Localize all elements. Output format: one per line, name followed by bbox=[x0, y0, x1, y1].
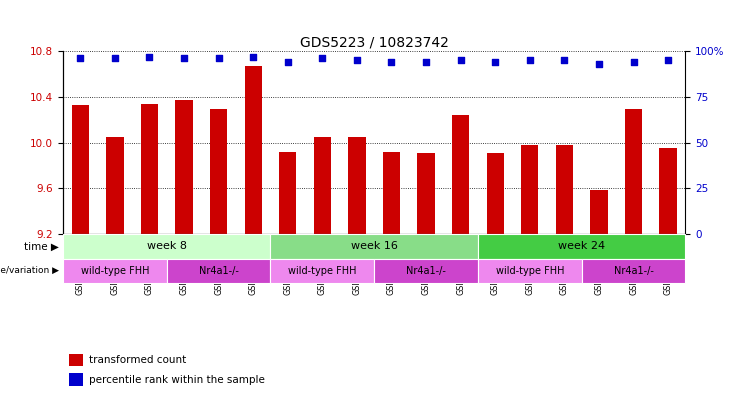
Bar bbox=[245, 66, 262, 234]
Bar bbox=[210, 110, 227, 234]
Bar bbox=[63, 234, 270, 259]
Bar bbox=[141, 104, 158, 234]
Text: week 8: week 8 bbox=[147, 241, 187, 252]
Bar bbox=[521, 145, 539, 234]
Text: wild-type FHH: wild-type FHH bbox=[288, 266, 356, 276]
Bar bbox=[63, 259, 167, 283]
Point bbox=[213, 55, 225, 62]
Bar bbox=[167, 259, 270, 283]
Bar bbox=[659, 149, 677, 234]
Bar bbox=[270, 234, 478, 259]
Text: percentile rank within the sample: percentile rank within the sample bbox=[89, 375, 265, 384]
Point bbox=[144, 53, 156, 60]
Bar bbox=[383, 152, 400, 234]
Bar bbox=[625, 110, 642, 234]
Bar bbox=[417, 153, 435, 234]
Text: transformed count: transformed count bbox=[89, 355, 187, 365]
Bar bbox=[478, 234, 685, 259]
Text: wild-type FHH: wild-type FHH bbox=[496, 266, 564, 276]
Text: wild-type FHH: wild-type FHH bbox=[81, 266, 149, 276]
Point bbox=[74, 55, 86, 62]
Bar bbox=[176, 100, 193, 234]
Bar bbox=[374, 259, 478, 283]
Bar bbox=[69, 373, 83, 386]
Text: time ▶: time ▶ bbox=[24, 241, 59, 252]
Text: week 24: week 24 bbox=[558, 241, 605, 252]
Point bbox=[247, 53, 259, 60]
Point bbox=[559, 57, 571, 63]
Point bbox=[455, 57, 467, 63]
Point bbox=[628, 59, 639, 65]
Bar bbox=[69, 354, 83, 366]
Point bbox=[385, 59, 397, 65]
Bar bbox=[582, 259, 685, 283]
Point bbox=[524, 57, 536, 63]
Text: Nr4a1-/-: Nr4a1-/- bbox=[614, 266, 654, 276]
Point bbox=[420, 59, 432, 65]
Bar bbox=[270, 259, 374, 283]
Bar bbox=[452, 115, 469, 234]
Bar bbox=[487, 153, 504, 234]
Bar bbox=[591, 189, 608, 234]
Bar bbox=[106, 137, 124, 234]
Bar bbox=[348, 137, 365, 234]
Bar bbox=[556, 145, 573, 234]
Text: GDS5223 / 10823742: GDS5223 / 10823742 bbox=[300, 35, 448, 49]
Point bbox=[593, 61, 605, 67]
Point bbox=[351, 57, 363, 63]
Point bbox=[662, 57, 674, 63]
Text: week 16: week 16 bbox=[350, 241, 398, 252]
Bar bbox=[478, 259, 582, 283]
Point bbox=[489, 59, 501, 65]
Text: Nr4a1-/-: Nr4a1-/- bbox=[406, 266, 446, 276]
Bar bbox=[72, 105, 89, 234]
Bar bbox=[313, 137, 331, 234]
Point bbox=[178, 55, 190, 62]
Text: genotype/variation ▶: genotype/variation ▶ bbox=[0, 266, 59, 275]
Bar bbox=[279, 152, 296, 234]
Point bbox=[109, 55, 121, 62]
Text: Nr4a1-/-: Nr4a1-/- bbox=[199, 266, 239, 276]
Point bbox=[282, 59, 293, 65]
Point bbox=[316, 55, 328, 62]
